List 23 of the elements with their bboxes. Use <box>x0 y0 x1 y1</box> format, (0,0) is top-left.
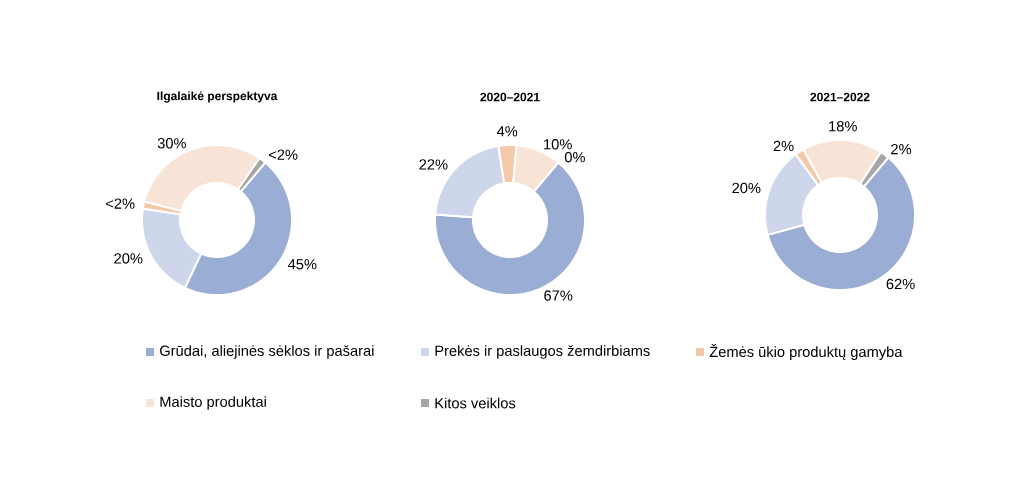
text: 0% <box>564 152 585 163</box>
data-label: 10% <box>544 139 572 150</box>
data-label: 20% <box>732 182 761 194</box>
legend-label: Žemės ūkio produktų gamyba <box>709 344 903 360</box>
data-label: 67% <box>544 290 573 301</box>
legend-label: Kitos veiklos <box>435 397 516 409</box>
data-label: 45% <box>287 259 317 270</box>
data-label: <2% <box>106 198 135 209</box>
data-label: <2% <box>268 149 298 160</box>
data-label: 20% <box>114 253 143 264</box>
data-label: 4% <box>496 126 518 137</box>
data-label: 30% <box>157 138 186 149</box>
legend-label: Prekės ir paslaugos žemdirbiams <box>435 345 650 359</box>
data-label: 18% <box>829 121 857 132</box>
chart-title: Ilgalaikė perspektyva <box>157 91 278 103</box>
chart-title: 2021–2022 <box>810 92 870 102</box>
data-label: 62% <box>886 278 915 290</box>
legend-label: Grūdai, aliejinės sėklos ir pašarai <box>160 345 374 359</box>
legend-label: Maisto produktai <box>160 396 266 410</box>
chart-title: 2020–2021 <box>480 92 540 102</box>
data-label: 22% <box>419 159 448 170</box>
data-label: 2% <box>891 143 912 155</box>
data-label: 2% <box>773 140 794 152</box>
